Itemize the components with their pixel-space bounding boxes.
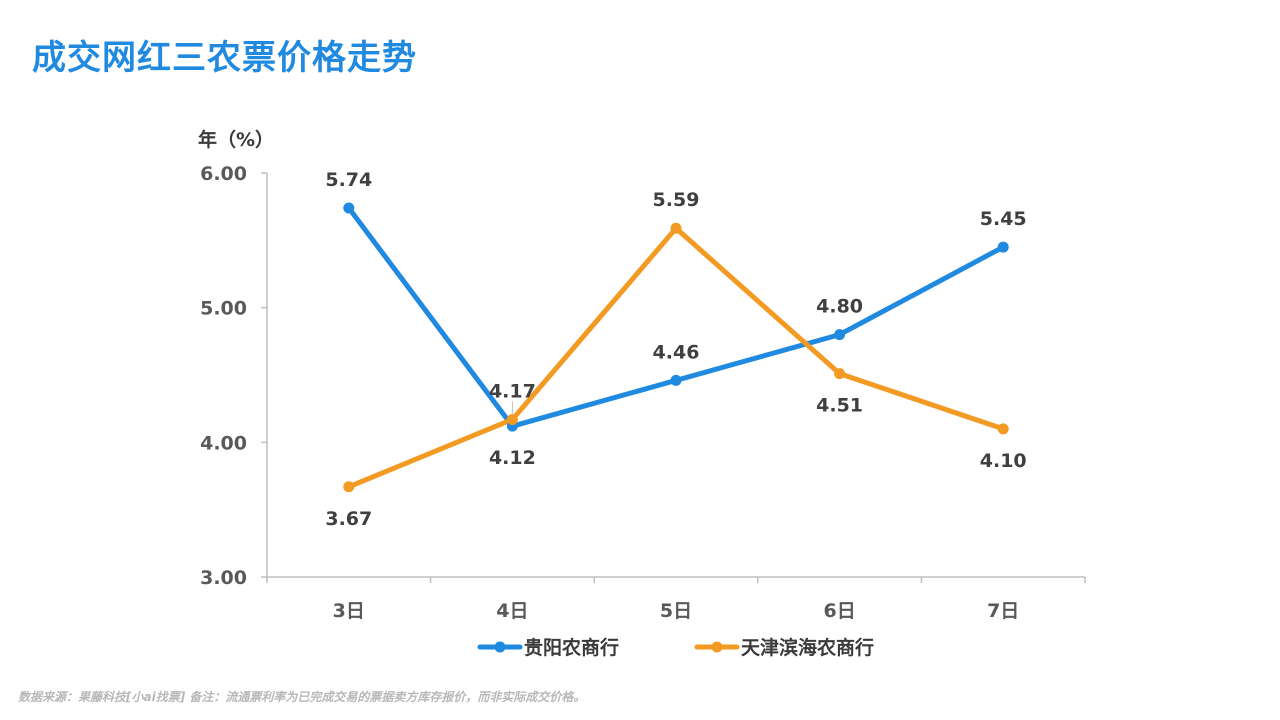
data-point [670,374,682,386]
page-title: 成交网红三农票价格走势 [32,38,417,78]
x-tick-label: 6日 [823,600,855,622]
data-label: 4.17 [489,380,536,402]
data-point [834,329,846,341]
legend-label: 贵阳农商行 [524,636,619,659]
data-label: 4.10 [980,450,1027,472]
series-points [343,202,1009,493]
y-tick-label: 5.00 [200,298,247,320]
data-point [506,413,518,425]
data-point [997,423,1009,435]
y-tick-label: 6.00 [200,163,247,185]
data-label: 5.45 [980,208,1027,230]
x-tick-label: 7日 [987,600,1019,622]
legend-point-marker [494,641,506,653]
data-label: 3.67 [325,508,372,530]
data-label: 4.46 [653,341,700,363]
data-point [343,202,355,214]
x-tick-label: 3日 [333,600,365,622]
data-point [670,222,682,234]
chart-legend: 贵阳农商行 天津滨海农商行 [477,636,874,659]
data-labels: 5.74 4.12 4.46 4.80 5.45 3.67 4.17 5.59 4.51 4.10 [325,169,1026,530]
legend-label: 天津滨海农商行 [741,636,874,659]
legend-point-marker [711,641,723,653]
y-tick-label: 4.00 [200,432,247,454]
y-axis-unit-label: 年（%） [198,128,274,151]
data-label: 4.80 [816,296,863,318]
y-tick-label: 3.00 [200,567,247,589]
data-label: 4.12 [489,447,536,469]
data-point [343,481,355,493]
x-tick-label: 4日 [496,600,528,622]
data-label: 5.74 [325,169,372,191]
data-label: 4.51 [816,395,863,417]
data-point [997,241,1009,253]
source-footnote: 数据来源：果藤科技[小ai找票] 备注：流通票利率为已完成交易的票据卖方库存报价… [18,690,586,704]
chart-axes: 3.00 4.00 5.00 6.00 3日 4日 5日 6日 7日 [200,163,1086,622]
data-label: 5.59 [653,189,700,211]
x-tick-label: 5日 [660,600,692,622]
data-point [834,368,846,380]
